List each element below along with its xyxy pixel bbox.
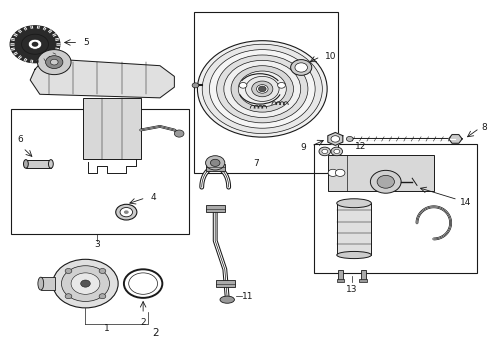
Ellipse shape (220, 296, 234, 303)
Circle shape (99, 294, 105, 299)
Circle shape (50, 59, 58, 65)
Text: 14: 14 (459, 198, 470, 207)
Circle shape (277, 82, 285, 88)
Circle shape (239, 82, 246, 88)
Circle shape (116, 204, 137, 220)
Ellipse shape (336, 199, 370, 208)
Circle shape (120, 207, 132, 217)
Circle shape (99, 269, 105, 274)
Circle shape (330, 136, 339, 142)
Text: 8: 8 (481, 123, 487, 132)
Ellipse shape (336, 251, 370, 258)
Circle shape (28, 39, 41, 49)
Text: 9: 9 (300, 143, 306, 152)
Polygon shape (448, 135, 461, 143)
Text: 4: 4 (150, 193, 156, 202)
Circle shape (290, 60, 311, 75)
Circle shape (45, 56, 63, 68)
Bar (83, 98, 141, 158)
Circle shape (216, 55, 307, 123)
Ellipse shape (23, 159, 28, 168)
Circle shape (21, 34, 48, 54)
Text: 12: 12 (354, 142, 365, 151)
Circle shape (65, 294, 72, 299)
Bar (336, 279, 344, 282)
Circle shape (205, 156, 224, 170)
Bar (338, 270, 342, 281)
Circle shape (258, 86, 265, 92)
Circle shape (245, 76, 279, 102)
Polygon shape (327, 132, 342, 145)
Bar (313, 144, 476, 273)
Circle shape (32, 42, 38, 47)
Circle shape (174, 130, 183, 137)
Circle shape (210, 159, 220, 166)
Circle shape (376, 175, 394, 188)
Circle shape (327, 169, 337, 176)
Circle shape (38, 50, 71, 75)
Text: 5: 5 (83, 38, 89, 47)
Circle shape (197, 41, 326, 137)
Bar (11, 109, 188, 234)
Bar (205, 164, 224, 171)
Ellipse shape (48, 159, 53, 168)
Text: 7: 7 (253, 159, 258, 168)
Circle shape (71, 273, 100, 294)
Text: 2: 2 (140, 318, 145, 327)
Text: 1: 1 (104, 324, 110, 333)
Bar (41, 277, 55, 290)
Circle shape (81, 280, 90, 287)
Circle shape (231, 66, 293, 112)
Polygon shape (30, 59, 174, 98)
Circle shape (61, 266, 109, 301)
Circle shape (10, 26, 60, 63)
Circle shape (346, 136, 352, 141)
Circle shape (318, 147, 330, 156)
Circle shape (209, 50, 314, 128)
Circle shape (330, 147, 342, 156)
Text: 13: 13 (346, 285, 357, 294)
Circle shape (321, 149, 327, 154)
Bar (193, 12, 337, 173)
Circle shape (251, 81, 272, 97)
Circle shape (192, 83, 199, 88)
Circle shape (65, 269, 72, 274)
Bar (205, 205, 224, 212)
Bar (359, 279, 366, 282)
Circle shape (123, 210, 128, 214)
Bar (216, 280, 235, 287)
Circle shape (53, 259, 118, 308)
Bar (26, 159, 51, 168)
Circle shape (335, 169, 344, 176)
Circle shape (238, 71, 285, 107)
Circle shape (333, 149, 339, 154)
Ellipse shape (38, 277, 43, 290)
Circle shape (294, 63, 307, 72)
Text: 11: 11 (241, 292, 253, 301)
Circle shape (256, 85, 267, 93)
Text: 6: 6 (18, 135, 23, 144)
Circle shape (224, 60, 300, 117)
Bar (336, 203, 370, 255)
Bar (360, 270, 365, 281)
Circle shape (369, 170, 400, 193)
Text: 10: 10 (325, 52, 336, 61)
Text: 3: 3 (94, 240, 100, 249)
Circle shape (202, 44, 322, 134)
Text: 2: 2 (152, 328, 159, 338)
Bar (327, 155, 433, 191)
